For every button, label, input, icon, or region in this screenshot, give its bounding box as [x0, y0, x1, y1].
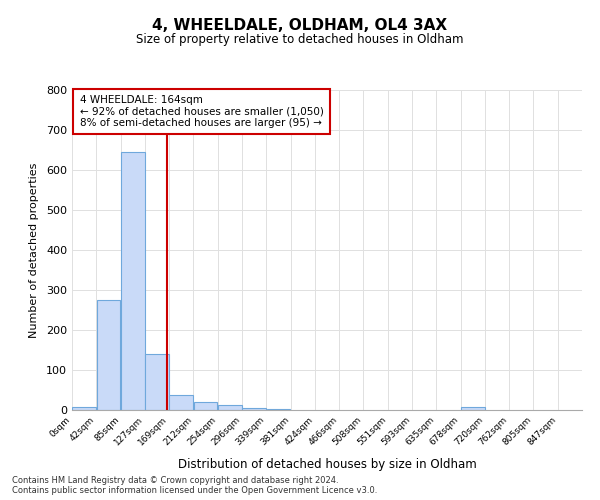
Bar — [266, 409, 290, 410]
Bar — [121, 152, 145, 410]
X-axis label: Distribution of detached houses by size in Oldham: Distribution of detached houses by size … — [178, 458, 476, 471]
Text: Size of property relative to detached houses in Oldham: Size of property relative to detached ho… — [136, 32, 464, 46]
Bar — [461, 407, 485, 410]
Bar — [72, 407, 96, 410]
Text: 4, WHEELDALE, OLDHAM, OL4 3AX: 4, WHEELDALE, OLDHAM, OL4 3AX — [152, 18, 448, 32]
Text: Contains HM Land Registry data © Crown copyright and database right 2024.
Contai: Contains HM Land Registry data © Crown c… — [12, 476, 377, 495]
Y-axis label: Number of detached properties: Number of detached properties — [29, 162, 39, 338]
Bar — [218, 405, 242, 410]
Bar — [194, 402, 217, 410]
Bar — [242, 408, 266, 410]
Bar — [97, 300, 121, 410]
Text: 4 WHEELDALE: 164sqm
← 92% of detached houses are smaller (1,050)
8% of semi-deta: 4 WHEELDALE: 164sqm ← 92% of detached ho… — [80, 95, 323, 128]
Bar — [145, 354, 169, 410]
Bar — [169, 395, 193, 410]
